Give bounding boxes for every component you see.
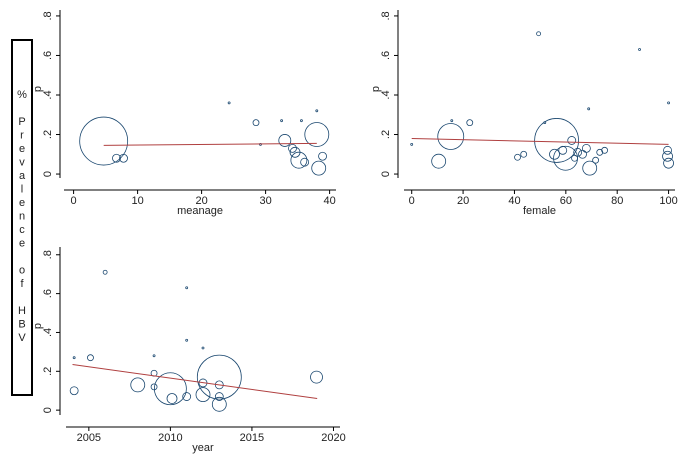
bubble [662,150,673,162]
bubble [592,156,600,164]
bubble [196,354,242,400]
y-tick-label: .2 [42,130,54,139]
bubble [87,354,94,362]
bubble [587,107,591,111]
bubble [310,370,323,384]
bubble [130,377,146,393]
x-tick-label: 0 [71,195,77,207]
bubble [596,148,604,156]
bubble [166,393,178,404]
bubble [315,109,319,113]
bubble [300,157,310,167]
fit-line [103,142,317,146]
bubble [466,119,474,127]
y-tick-label: .6 [42,51,54,60]
side-label-box [11,39,33,396]
bubble [534,118,579,163]
bubble [520,150,528,158]
bubble [288,143,297,153]
y-tick-label: .6 [42,289,54,298]
x-axis-label: meanage [177,205,223,217]
bubble [667,101,670,105]
bubble [185,338,189,342]
x-tick-label: 100 [659,195,677,207]
bubble [290,151,308,169]
bubble [214,380,224,390]
x-axis-label: year [192,442,214,454]
bubble [601,146,609,154]
bubble [514,153,521,161]
bubble [582,160,598,176]
bubble [437,123,465,150]
bubble [79,116,129,166]
bubble [211,396,227,412]
y-axis-label: p [32,323,44,329]
y-axis-label: p [32,86,44,92]
bubble [581,143,591,153]
x-tick-label: 60 [560,195,572,207]
bubble [195,387,211,403]
bubble [185,286,189,290]
y-tick-label: .8 [380,11,392,20]
y-tick-label: 0 [42,171,54,177]
x-tick-label: 2010 [158,432,182,444]
fit-line [411,137,669,145]
y-tick-label: .6 [380,51,392,60]
y-tick-label: .4 [380,90,392,99]
y-tick-label: .4 [42,90,54,99]
y-tick-label: .8 [42,11,54,20]
x-axis-label: female [523,205,556,217]
bubble [304,122,330,147]
x-tick-label: 2020 [321,432,345,444]
bubble [663,145,672,155]
bubble [536,31,542,37]
bubble [410,142,414,146]
x-tick-label: 20 [195,195,207,207]
bubble [567,136,577,145]
bubble [252,119,260,127]
x-tick-label: 40 [508,195,520,207]
bubble [214,392,224,401]
bubble [153,372,187,406]
bubble [227,101,231,105]
x-tick-label: 2015 [240,432,264,444]
bubble [280,119,284,123]
y-tick-label: .2 [380,130,392,139]
bubble [450,119,454,123]
bubble [663,157,674,169]
y-tick-label: 0 [380,171,392,177]
x-tick-label: 20 [457,195,469,207]
bubble [311,160,327,176]
x-tick-label: 2005 [77,432,101,444]
bubble [72,356,76,360]
y-tick-label: 0 [42,407,54,413]
bubble [69,386,79,396]
bubble [201,346,205,350]
x-tick-label: 0 [409,195,415,207]
bubble [638,48,641,51]
y-axis-label: p [370,86,382,92]
y-tick-label: .4 [42,328,54,337]
bubble [318,151,327,161]
fit-line [72,364,318,399]
bubble [112,153,121,163]
bubble [182,392,192,401]
y-tick-label: .2 [42,367,54,376]
bubble [549,148,560,160]
y-tick-label: .8 [42,250,54,259]
bubble [102,269,108,275]
x-tick-label: 10 [131,195,143,207]
bubble [573,147,583,157]
bubble [431,153,447,169]
x-tick-label: 30 [259,195,271,207]
bubble [578,149,587,159]
bubble [278,134,292,147]
bubble [119,153,128,163]
bubble [152,354,156,358]
x-tick-label: 40 [323,195,335,207]
bubble [300,119,303,123]
x-tick-label: 80 [611,195,623,207]
